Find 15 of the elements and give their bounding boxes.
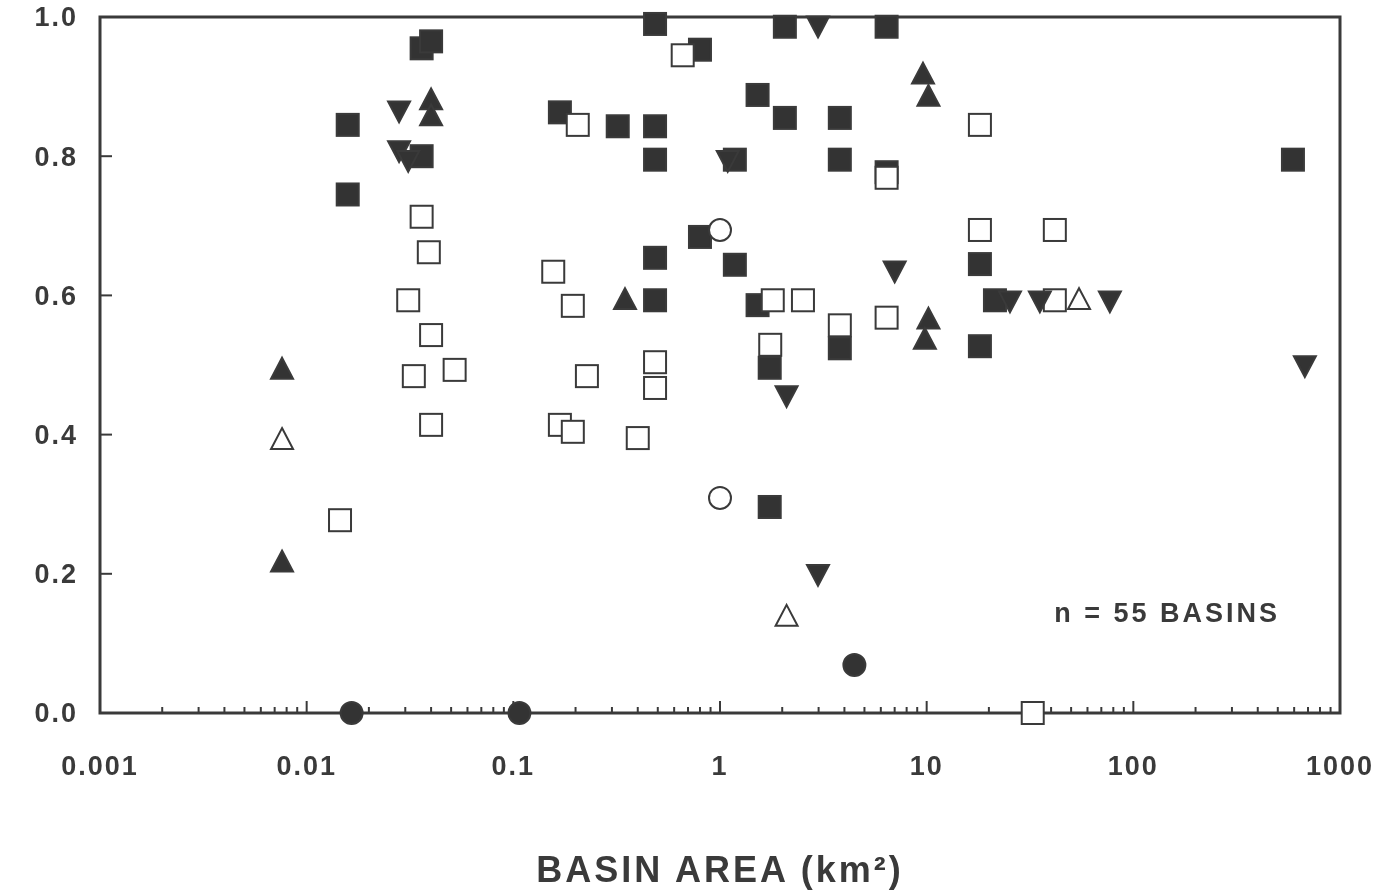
x-tick-label: 1 [711, 751, 729, 781]
x-tick-label: 0.01 [276, 751, 337, 781]
x-tick-label: 1000 [1305, 751, 1375, 781]
y-tick-label: 1.0 [34, 2, 78, 33]
x-tick-label: 0.1 [491, 751, 536, 781]
y-tick-label: 0.0 [34, 698, 78, 729]
annotation: n = 55 BASINS [1054, 598, 1280, 629]
x-tick-label: 0.001 [61, 751, 139, 781]
x-tick-label: 100 [1107, 751, 1159, 781]
y-tick-label: 0.6 [34, 280, 78, 311]
x-axis-title: BASIN AREA (km²) [536, 849, 904, 890]
y-tick-label: 0.8 [34, 141, 78, 172]
y-tick-label: 0.2 [34, 559, 78, 590]
x-tick-label: 10 [909, 751, 944, 781]
y-tick-label: 0.4 [34, 420, 78, 451]
